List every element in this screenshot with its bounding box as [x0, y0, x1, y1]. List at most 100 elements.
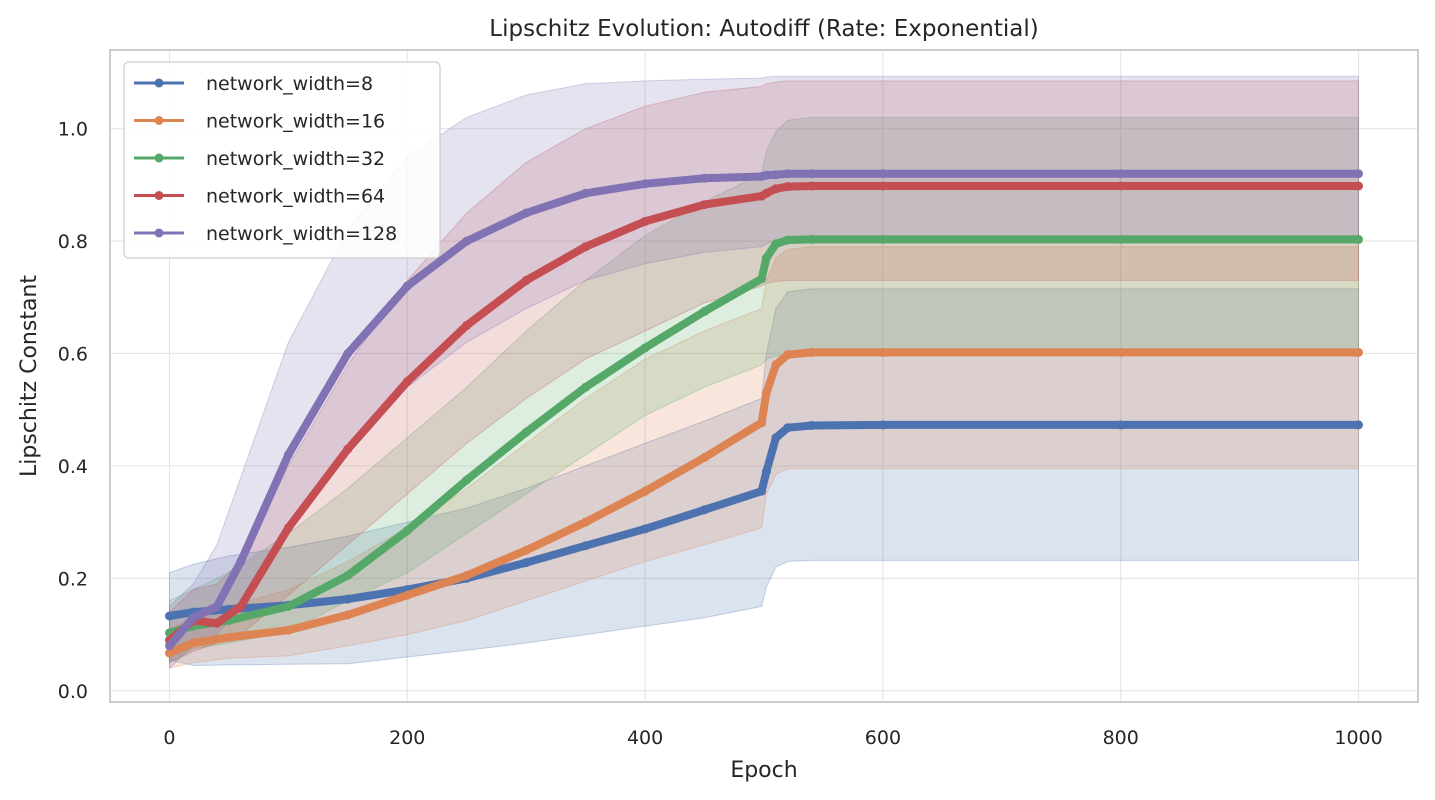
data-point — [462, 320, 472, 330]
data-point — [783, 169, 793, 179]
data-point — [521, 558, 531, 568]
y-tick-label: 0.6 — [58, 344, 88, 366]
data-point — [771, 184, 781, 194]
chart-title: Lipschitz Evolution: Autodiff (Rate: Exp… — [489, 16, 1038, 42]
data-point — [878, 420, 888, 430]
legend-label: network_width=16 — [206, 111, 385, 133]
data-point — [807, 169, 817, 179]
data-point — [581, 242, 591, 252]
data-point — [878, 169, 888, 179]
data-point — [640, 179, 650, 189]
data-point — [462, 571, 472, 580]
x-axis-label: Epoch — [730, 758, 797, 783]
data-point — [188, 613, 198, 623]
data-point — [761, 188, 771, 198]
data-point — [236, 601, 246, 611]
data-point — [807, 234, 817, 244]
data-point — [771, 170, 781, 180]
data-point — [878, 181, 888, 191]
y-axis-label: Lipschitz Constant — [17, 275, 42, 477]
y-tick-label: 0.0 — [58, 681, 88, 703]
data-point — [1354, 420, 1363, 430]
data-point — [878, 234, 888, 244]
data-point — [165, 648, 174, 658]
data-point — [1354, 169, 1363, 179]
y-tick-label: 0.4 — [58, 456, 88, 478]
legend-marker — [154, 191, 164, 200]
data-point — [640, 343, 650, 353]
data-point — [283, 601, 293, 611]
data-point — [771, 239, 781, 249]
data-point — [640, 486, 650, 496]
y-tick-label: 1.0 — [58, 119, 88, 141]
data-point — [212, 601, 222, 611]
band-series-4 — [169, 80, 1359, 664]
data-point — [783, 423, 793, 433]
data-point — [343, 610, 353, 620]
data-point — [1354, 234, 1363, 244]
data-point — [1354, 347, 1363, 357]
x-tick-label: 0 — [163, 727, 175, 749]
data-point — [783, 235, 793, 245]
data-point — [521, 208, 531, 218]
data-point — [783, 182, 793, 192]
data-point — [1116, 347, 1126, 357]
legend-marker — [154, 153, 164, 163]
data-point — [188, 638, 198, 648]
data-point — [761, 253, 771, 263]
data-point — [771, 433, 781, 443]
data-point — [700, 173, 709, 183]
data-point — [343, 444, 353, 454]
tick-labels: 0 200 400 600 800 1000 0.0 0.2 0.4 0.6 0.8 1.0 — [58, 119, 1383, 749]
x-tick-label: 400 — [627, 727, 663, 749]
data-point — [581, 541, 591, 551]
legend: network_width=8 network_width=16 network_w… — [123, 61, 441, 259]
data-point — [1116, 234, 1126, 244]
data-point — [761, 388, 771, 398]
data-point — [761, 467, 771, 477]
data-point — [402, 526, 412, 536]
legend-label: network_width=128 — [206, 223, 397, 245]
data-point — [1354, 181, 1363, 191]
x-tick-label: 1000 — [1334, 727, 1382, 749]
series-lines — [165, 169, 1363, 658]
data-point — [212, 618, 222, 628]
data-point — [700, 200, 709, 210]
data-point — [700, 453, 709, 462]
data-point — [521, 275, 531, 285]
x-tick-label: 200 — [389, 727, 425, 749]
data-point — [521, 545, 531, 555]
data-point — [462, 236, 472, 246]
data-point — [462, 475, 472, 485]
data-point — [343, 571, 353, 580]
plot-frame — [109, 49, 1419, 703]
legend-label: network_width=32 — [206, 148, 385, 170]
data-point — [224, 632, 234, 642]
y-tick-label: 0.8 — [58, 231, 88, 253]
data-point — [1116, 181, 1126, 191]
data-point — [402, 590, 412, 600]
legend-marker — [154, 116, 164, 125]
data-point — [807, 181, 817, 191]
data-point — [283, 450, 293, 460]
data-point — [640, 524, 650, 534]
data-point — [236, 557, 246, 566]
data-point — [165, 611, 174, 621]
data-point — [757, 418, 767, 428]
x-tick-label: 600 — [865, 727, 901, 749]
data-point — [700, 306, 709, 316]
data-point — [581, 517, 591, 527]
data-point — [1116, 420, 1126, 430]
legend-label: network_width=8 — [206, 73, 373, 95]
legend-marker — [154, 78, 164, 88]
data-point — [700, 505, 709, 515]
data-point — [402, 281, 412, 291]
data-point — [1116, 169, 1126, 179]
data-point — [807, 421, 817, 430]
data-point — [165, 641, 174, 651]
data-point — [640, 216, 650, 226]
data-point — [783, 350, 793, 360]
data-point — [402, 377, 412, 387]
data-point — [581, 382, 591, 392]
